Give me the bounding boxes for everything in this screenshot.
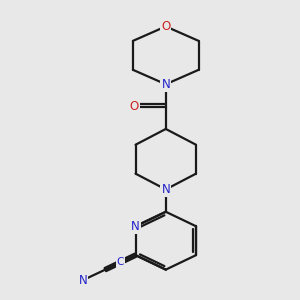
Text: C: C <box>117 257 124 267</box>
Text: N: N <box>161 78 170 91</box>
Text: N: N <box>79 274 87 286</box>
Text: N: N <box>161 183 170 196</box>
Text: N: N <box>131 220 140 233</box>
Text: O: O <box>130 100 139 113</box>
Text: O: O <box>161 20 170 33</box>
